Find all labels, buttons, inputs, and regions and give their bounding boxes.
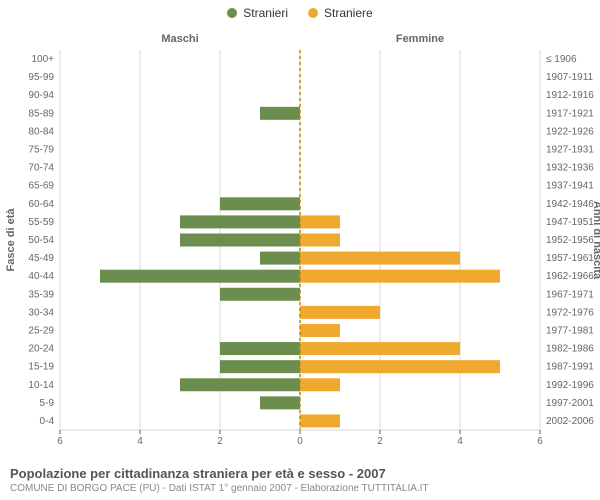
birth-label: 1997-2001: [546, 398, 594, 409]
birth-label: 1957-1961: [546, 253, 594, 264]
age-label: 10-14: [28, 380, 54, 391]
birth-label: 1942-1946: [546, 199, 594, 210]
bar-male: [220, 360, 300, 373]
age-label: 95-99: [28, 72, 54, 83]
chart-container: Stranieri Straniere 100+ ≤ 1906 95-99 1907-…: [0, 0, 600, 500]
x-tick: 4: [137, 436, 143, 447]
birth-label: 1952-1956: [546, 235, 594, 246]
header-male: Maschi: [161, 33, 198, 45]
age-label: 5-9: [40, 398, 55, 409]
birth-label: 1977-1981: [546, 325, 594, 336]
age-label: 25-29: [28, 325, 54, 336]
x-tick: 2: [377, 436, 383, 447]
age-label: 40-44: [28, 271, 54, 282]
bar-female: [300, 324, 340, 337]
x-tick: 2: [217, 436, 223, 447]
bar-male: [260, 252, 300, 265]
age-label: 75-79: [28, 145, 54, 156]
age-label: 65-69: [28, 181, 54, 192]
bar-male: [180, 234, 300, 247]
legend-label-female: Straniere: [324, 6, 373, 20]
x-tick: 6: [57, 436, 63, 447]
x-tick: 0: [297, 436, 303, 447]
age-label: 90-94: [28, 90, 54, 101]
y-axis-left-title: Fasce di età: [5, 208, 17, 272]
bar-female: [300, 270, 500, 283]
age-label: 20-24: [28, 344, 54, 355]
birth-label: ≤ 1906: [546, 54, 577, 65]
header-female: Femmine: [396, 33, 444, 45]
age-label: 60-64: [28, 199, 54, 210]
bar-female: [300, 414, 340, 427]
birth-label: 1917-1921: [546, 108, 594, 119]
legend-male: Stranieri: [227, 6, 288, 20]
birth-label: 1987-1991: [546, 362, 594, 373]
age-label: 70-74: [28, 163, 54, 174]
birth-label: 1972-1976: [546, 307, 594, 318]
age-label: 45-49: [28, 253, 54, 264]
legend: Stranieri Straniere: [0, 0, 600, 20]
x-tick: 4: [457, 436, 463, 447]
birth-label: 1982-1986: [546, 344, 594, 355]
bar-female: [300, 215, 340, 228]
birth-label: 1932-1936: [546, 163, 594, 174]
birth-label: 1962-1966: [546, 271, 594, 282]
birth-label: 1937-1941: [546, 181, 594, 192]
birth-label: 2002-2006: [546, 416, 594, 427]
legend-swatch-female: [308, 8, 318, 18]
age-label: 35-39: [28, 289, 54, 300]
bar-male: [220, 197, 300, 210]
bar-male: [180, 378, 300, 391]
bar-female: [300, 252, 460, 265]
bar-female: [300, 378, 340, 391]
bar-male: [220, 288, 300, 301]
age-label: 15-19: [28, 362, 54, 373]
birth-label: 1907-1911: [546, 72, 594, 83]
chart-subtitle: COMUNE DI BORGO PACE (PU) - Dati ISTAT 1…: [10, 483, 429, 494]
age-label: 55-59: [28, 217, 54, 228]
birth-label: 1947-1951: [546, 217, 594, 228]
age-label: 0-4: [40, 416, 55, 427]
birth-label: 1967-1971: [546, 289, 594, 300]
bar-male: [180, 215, 300, 228]
age-label: 50-54: [28, 235, 54, 246]
bar-female: [300, 342, 460, 355]
bar-female: [300, 306, 380, 319]
age-label: 85-89: [28, 108, 54, 119]
chart-title: Popolazione per cittadinanza straniera p…: [10, 466, 429, 481]
birth-label: 1992-1996: [546, 380, 594, 391]
bar-male: [100, 270, 300, 283]
legend-female: Straniere: [308, 6, 373, 20]
bar-male: [260, 107, 300, 120]
age-label: 80-84: [28, 126, 54, 137]
birth-label: 1927-1931: [546, 145, 594, 156]
legend-swatch-male: [227, 8, 237, 18]
x-tick: 6: [537, 436, 543, 447]
chart-titles: Popolazione per cittadinanza straniera p…: [10, 466, 429, 494]
bar-male: [260, 396, 300, 409]
bar-female: [300, 360, 500, 373]
birth-label: 1922-1926: [546, 126, 594, 137]
bar-male: [220, 342, 300, 355]
population-pyramid-chart: 100+ ≤ 1906 95-99 1907-1911 90-94 1912-1916 85…: [0, 20, 600, 460]
y-axis-right-title: Anni di nascita: [591, 201, 600, 280]
legend-label-male: Stranieri: [243, 6, 288, 20]
age-label: 30-34: [28, 307, 54, 318]
age-label: 100+: [31, 54, 54, 65]
bar-female: [300, 234, 340, 247]
birth-label: 1912-1916: [546, 90, 594, 101]
